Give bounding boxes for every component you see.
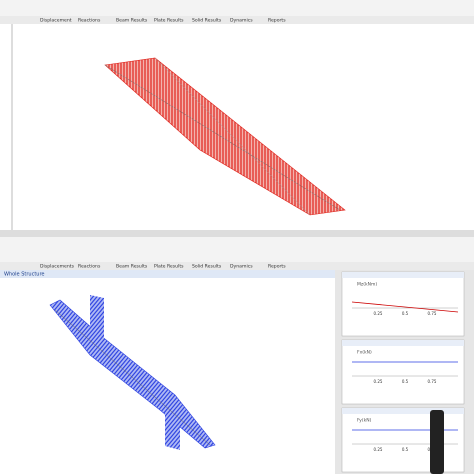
- top-tab-bar: [0, 16, 474, 24]
- tab[interactable]: Beam Results: [116, 264, 148, 270]
- panel-title: Fx(kN): [357, 350, 372, 356]
- tab[interactable]: Reactions: [78, 264, 101, 270]
- bottom-tab-bar: [0, 262, 474, 270]
- panel-title-bar: [342, 340, 464, 346]
- tab[interactable]: Displacement: [40, 18, 72, 24]
- x-tick-label: 0.5: [402, 447, 409, 452]
- top-ribbon: [0, 0, 474, 16]
- force-diagram: [165, 400, 180, 450]
- result-panel: [341, 339, 465, 405]
- x-tick-label: 0.75: [428, 379, 437, 384]
- tab[interactable]: Plate Results: [154, 18, 184, 24]
- tab[interactable]: Beam Results: [116, 18, 148, 24]
- x-tick-label: 0.25: [374, 447, 383, 452]
- floating-toolbar: [430, 410, 444, 474]
- tab[interactable]: Reports: [268, 18, 286, 24]
- tab[interactable]: Displacements: [40, 264, 75, 270]
- bottom-ribbon: [0, 237, 474, 262]
- tab[interactable]: Dynamics: [230, 264, 253, 270]
- x-tick-label: 0.75: [428, 311, 437, 316]
- result-line: [351, 301, 459, 313]
- view-title-bar: [0, 270, 335, 278]
- panel-title-bar: [342, 408, 464, 414]
- panel-title-bar: [342, 272, 464, 278]
- member: [104, 64, 341, 211]
- x-tick-label: 0.25: [374, 379, 383, 384]
- status-bar: [0, 230, 474, 237]
- x-tick-label: 0.5: [402, 379, 409, 384]
- tab[interactable]: Solid Results: [192, 264, 222, 270]
- top-window: [0, 0, 474, 237]
- tab[interactable]: Reactions: [78, 18, 101, 24]
- member: [154, 57, 311, 216]
- tab[interactable]: Plate Results: [154, 264, 184, 270]
- tab[interactable]: Solid Results: [192, 18, 222, 24]
- panel-title: Mz(kNm): [357, 282, 377, 288]
- tab[interactable]: Dynamics: [230, 18, 253, 24]
- x-tick-label: 0.25: [374, 311, 383, 316]
- x-tick-label: 0.5: [402, 311, 409, 316]
- tab[interactable]: Reports: [268, 264, 286, 270]
- member: [54, 309, 211, 446]
- force-diagram: [90, 295, 104, 340]
- view-title: Whole Structure: [4, 272, 45, 278]
- panel-title: Fy(kN): [357, 418, 372, 424]
- result-panel: [341, 271, 465, 337]
